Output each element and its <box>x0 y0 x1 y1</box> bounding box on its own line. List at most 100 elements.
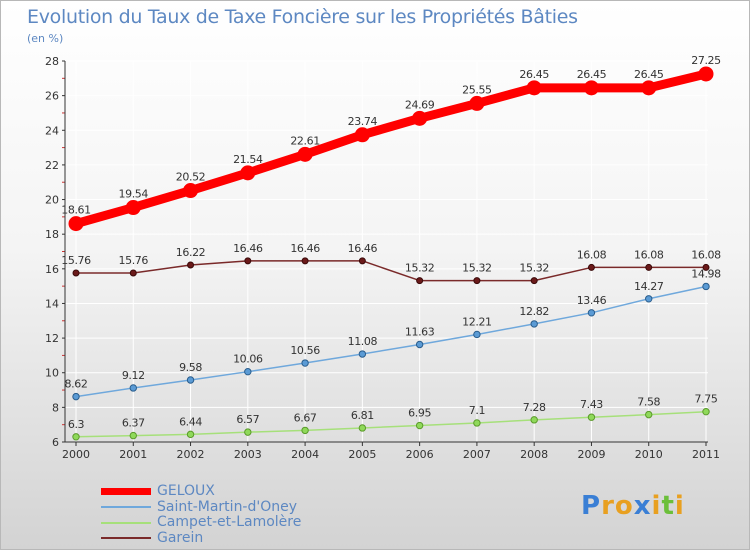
data-label: 7.1 <box>469 404 485 417</box>
data-label: 6.44 <box>179 415 202 428</box>
data-label: 9.58 <box>179 361 202 374</box>
data-point <box>358 350 367 358</box>
x-tick-label: 2001 <box>119 448 147 461</box>
data-point <box>240 165 256 181</box>
data-point <box>297 146 313 162</box>
data-label: 15.76 <box>61 254 91 267</box>
data-label: 16.46 <box>290 242 320 255</box>
legend-item: Garein <box>101 530 301 547</box>
y-tick-label: 24 <box>45 124 59 137</box>
y-tick-label: 20 <box>45 194 59 207</box>
data-point <box>129 269 137 277</box>
data-point <box>473 330 481 339</box>
x-tick-label: 2004 <box>291 448 319 461</box>
axes: 6 8 10 12 14 16 18 20 22 24 26 28 2000 2001 2002 2003 20… <box>45 55 720 461</box>
series-3 <box>72 257 710 285</box>
data-point <box>469 95 485 111</box>
legend-swatch <box>101 521 151 524</box>
series-0 <box>68 66 714 232</box>
x-tick-label: 2009 <box>577 448 605 461</box>
chart-title: Evolution du Taux de Taxe Foncière sur l… <box>27 6 578 28</box>
legend-label: Campet-et-Lamolère <box>157 514 302 531</box>
data-label: 15.76 <box>119 254 149 267</box>
data-label: 24.69 <box>405 98 435 111</box>
data-point <box>473 277 481 285</box>
data-label: 12.21 <box>462 315 492 328</box>
data-label: 23.74 <box>348 115 378 128</box>
data-point <box>645 295 653 303</box>
data-label: 16.46 <box>233 242 263 255</box>
data-label: 16.08 <box>634 248 664 261</box>
data-label: 20.52 <box>176 171 206 184</box>
logo-letter: t <box>661 491 675 521</box>
data-label: 26.45 <box>519 68 549 81</box>
y-tick-label: 28 <box>45 55 59 68</box>
data-point <box>530 277 538 285</box>
data-point <box>72 392 80 401</box>
x-tick-label: 2007 <box>463 448 491 461</box>
y-tick-label: 8 <box>52 401 59 414</box>
data-label: 7.28 <box>523 401 546 414</box>
data-label: 14.27 <box>634 280 664 293</box>
data-label: 19.54 <box>119 188 149 201</box>
legend-swatch <box>101 488 151 496</box>
data-label: 12.82 <box>519 305 549 318</box>
data-point <box>698 66 714 82</box>
data-label: 7.75 <box>695 393 718 406</box>
x-tick-label: 2003 <box>234 448 262 461</box>
data-label: 26.45 <box>577 68 607 81</box>
data-point <box>183 183 199 199</box>
y-unit-label: (en %) <box>27 32 64 45</box>
data-point <box>187 261 195 269</box>
data-point <box>702 263 710 271</box>
data-label: 16.46 <box>348 242 378 255</box>
data-point <box>68 216 84 232</box>
data-label: 11.08 <box>348 335 378 348</box>
data-point <box>587 413 596 421</box>
x-tick-label: 2011 <box>692 448 720 461</box>
y-tick-label: 18 <box>45 228 59 241</box>
y-tick-label: 6 <box>52 436 59 449</box>
data-point <box>583 80 599 96</box>
data-label: 10.56 <box>290 344 320 357</box>
data-label: 6.37 <box>122 417 145 430</box>
data-point <box>587 263 595 271</box>
legend: GELOUX Saint-Martin-d'Oney Campet-et-Lamol… <box>101 484 301 546</box>
data-point <box>244 257 252 265</box>
data-label: 18.61 <box>61 204 91 217</box>
data-label: 22.61 <box>290 134 320 147</box>
data-point <box>473 419 481 427</box>
series-line <box>76 260 706 282</box>
data-label: 26.45 <box>634 68 664 81</box>
data-label: 6.81 <box>351 409 374 422</box>
data-label: 7.58 <box>637 396 660 409</box>
data-label: 8.62 <box>65 378 88 391</box>
data-point <box>72 433 80 441</box>
data-label: 6.67 <box>294 411 317 424</box>
legend-swatch <box>101 537 151 540</box>
legend-label: Saint-Martin-d'Oney <box>157 498 298 515</box>
data-label: 16.22 <box>176 246 206 259</box>
data-label: 6.95 <box>408 407 431 420</box>
data-point <box>129 431 137 440</box>
data-point <box>587 309 596 317</box>
data-point <box>530 320 538 328</box>
x-tick-label: 2005 <box>348 448 376 461</box>
data-point <box>702 407 710 416</box>
data-label: 15.32 <box>519 262 549 275</box>
data-labels: 6.3 6.37 6.44 6.57 6.67 6.81 6.95 7.1 7.28 7.43 7.… <box>61 54 721 431</box>
logo-letter: P <box>581 491 602 521</box>
data-label: 11.63 <box>405 325 435 338</box>
data-label: 10.06 <box>233 353 263 366</box>
x-tick-label: 2002 <box>177 448 205 461</box>
series-line <box>74 69 708 228</box>
data-label: 27.25 <box>691 54 721 67</box>
logo-letter: r <box>601 491 615 521</box>
legend-item: Saint-Martin-d'Oney <box>101 498 301 516</box>
data-point <box>530 416 538 424</box>
data-label: 6.3 <box>68 418 85 431</box>
grid-lines <box>65 60 708 443</box>
legend-item: GELOUX <box>101 484 301 500</box>
